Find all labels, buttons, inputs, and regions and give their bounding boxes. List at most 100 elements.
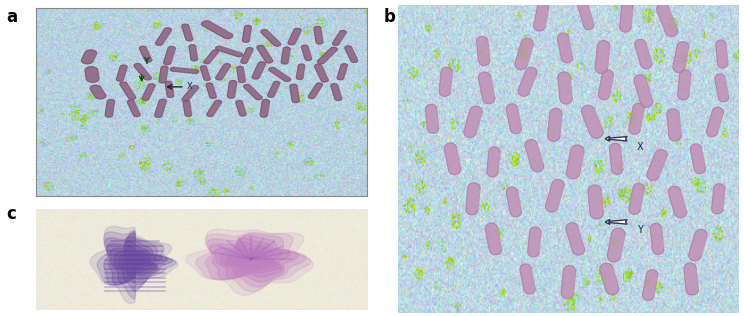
Polygon shape: [650, 223, 664, 254]
Polygon shape: [243, 25, 251, 42]
Text: X: X: [637, 142, 644, 152]
Polygon shape: [520, 264, 535, 294]
Polygon shape: [237, 66, 246, 82]
Polygon shape: [600, 263, 619, 295]
Polygon shape: [205, 234, 306, 287]
Polygon shape: [518, 67, 537, 96]
Polygon shape: [487, 147, 500, 177]
Polygon shape: [139, 46, 152, 62]
Polygon shape: [216, 64, 231, 80]
Polygon shape: [183, 100, 192, 116]
Polygon shape: [301, 45, 312, 60]
Polygon shape: [715, 74, 728, 102]
Polygon shape: [120, 82, 135, 100]
Polygon shape: [115, 241, 156, 281]
Polygon shape: [127, 100, 140, 117]
Polygon shape: [548, 108, 562, 141]
Polygon shape: [214, 238, 291, 278]
Polygon shape: [607, 228, 625, 262]
Polygon shape: [647, 149, 667, 180]
Polygon shape: [525, 140, 544, 172]
Polygon shape: [241, 48, 253, 64]
Polygon shape: [245, 256, 257, 262]
Polygon shape: [507, 104, 522, 134]
Polygon shape: [318, 47, 337, 64]
Polygon shape: [202, 21, 233, 39]
Polygon shape: [629, 184, 644, 214]
Polygon shape: [164, 46, 176, 64]
Text: c: c: [6, 205, 16, 223]
Polygon shape: [466, 183, 480, 215]
Polygon shape: [545, 179, 564, 212]
Text: b: b: [383, 8, 395, 26]
Polygon shape: [582, 106, 603, 138]
Text: a: a: [6, 8, 17, 26]
Polygon shape: [131, 257, 140, 265]
Polygon shape: [196, 232, 311, 292]
Polygon shape: [97, 230, 176, 299]
Polygon shape: [296, 64, 305, 80]
Polygon shape: [643, 270, 658, 301]
Polygon shape: [261, 30, 280, 46]
Polygon shape: [209, 235, 299, 282]
Polygon shape: [314, 27, 323, 44]
Polygon shape: [515, 38, 533, 70]
Polygon shape: [337, 64, 347, 80]
Polygon shape: [90, 226, 178, 303]
Polygon shape: [684, 263, 698, 295]
Polygon shape: [533, 3, 548, 31]
Polygon shape: [331, 84, 341, 100]
Polygon shape: [557, 33, 573, 63]
Polygon shape: [478, 72, 495, 104]
Polygon shape: [103, 232, 173, 292]
Polygon shape: [464, 106, 482, 137]
Polygon shape: [257, 46, 273, 63]
Polygon shape: [558, 72, 572, 104]
Polygon shape: [439, 67, 452, 96]
Polygon shape: [668, 186, 687, 218]
Polygon shape: [155, 28, 171, 45]
Polygon shape: [507, 187, 522, 217]
Polygon shape: [290, 84, 299, 103]
Polygon shape: [232, 250, 271, 269]
Polygon shape: [673, 42, 689, 72]
Polygon shape: [577, 0, 594, 30]
Polygon shape: [105, 100, 115, 117]
Polygon shape: [127, 254, 144, 269]
Polygon shape: [566, 145, 584, 179]
Polygon shape: [142, 84, 155, 100]
Polygon shape: [216, 46, 243, 57]
Polygon shape: [106, 234, 168, 285]
Polygon shape: [85, 67, 99, 82]
Polygon shape: [118, 246, 153, 277]
Polygon shape: [635, 40, 652, 69]
Polygon shape: [220, 242, 282, 276]
Polygon shape: [90, 85, 106, 99]
Polygon shape: [620, 2, 633, 32]
Polygon shape: [155, 99, 167, 117]
Polygon shape: [588, 185, 603, 219]
Polygon shape: [667, 109, 682, 141]
Polygon shape: [344, 46, 358, 62]
Polygon shape: [309, 83, 322, 99]
Polygon shape: [189, 45, 198, 61]
Polygon shape: [269, 68, 290, 82]
Polygon shape: [252, 62, 266, 79]
Polygon shape: [170, 67, 199, 73]
Polygon shape: [244, 84, 262, 100]
Polygon shape: [134, 64, 151, 80]
Polygon shape: [122, 250, 149, 273]
Polygon shape: [561, 265, 576, 299]
Polygon shape: [598, 70, 614, 100]
Polygon shape: [712, 184, 725, 214]
Polygon shape: [159, 66, 168, 83]
Polygon shape: [629, 103, 644, 134]
Polygon shape: [426, 104, 439, 133]
Polygon shape: [110, 237, 162, 283]
Polygon shape: [260, 100, 269, 117]
Polygon shape: [239, 252, 265, 265]
Polygon shape: [609, 143, 623, 174]
Polygon shape: [634, 75, 652, 107]
Text: Y: Y: [144, 57, 150, 66]
Polygon shape: [477, 36, 490, 65]
